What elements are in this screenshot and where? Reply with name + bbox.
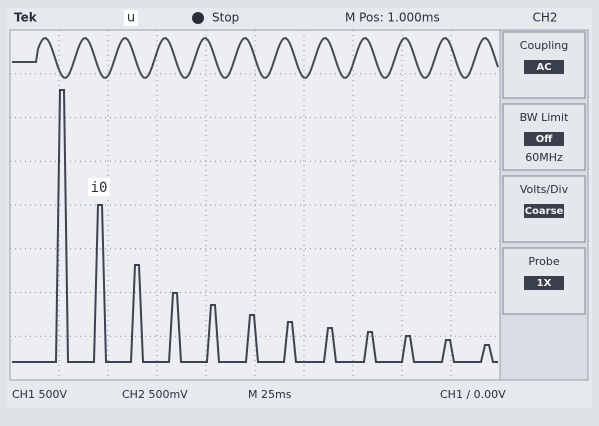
status-dot <box>192 12 204 24</box>
channel-marker: u <box>127 11 135 26</box>
menu-value-bg <box>524 204 564 218</box>
voltage-trace <box>12 37 499 79</box>
menu-value: AC <box>536 62 551 73</box>
current-trace <box>12 89 498 363</box>
trace-label: i0 <box>91 180 108 196</box>
menu-value-bg <box>524 132 564 146</box>
position: M Pos: 1.000ms <box>345 11 440 25</box>
menu-value-bg <box>524 60 564 74</box>
menu-note: 60MHz <box>525 151 563 164</box>
menu-title: Volts/Div <box>520 183 569 196</box>
brand: Tek <box>14 11 38 25</box>
menu-title: Probe <box>528 255 559 268</box>
menu-value: Coarse <box>525 206 564 217</box>
label-bg <box>88 178 110 196</box>
menu-value: 1X <box>537 278 552 289</box>
menu-title: Coupling <box>520 39 568 52</box>
menu-value: Off <box>536 134 554 145</box>
ch1-scale: CH1 500V <box>12 388 67 401</box>
ch2-scale: CH2 500mV <box>122 388 188 401</box>
marker-bg <box>124 10 138 26</box>
trigger: CH1 ∕ 0.00V <box>440 388 506 401</box>
side-menu: Coupling AC BW Limit Off 60MHz Volts/Div Coars… <box>499 29 589 381</box>
time-scale: M 25ms <box>248 388 292 401</box>
menu-value-bg <box>524 276 564 290</box>
menu-title: BW Limit <box>520 111 569 124</box>
menu-channel: CH2 <box>532 11 557 25</box>
status: Stop <box>212 11 239 25</box>
